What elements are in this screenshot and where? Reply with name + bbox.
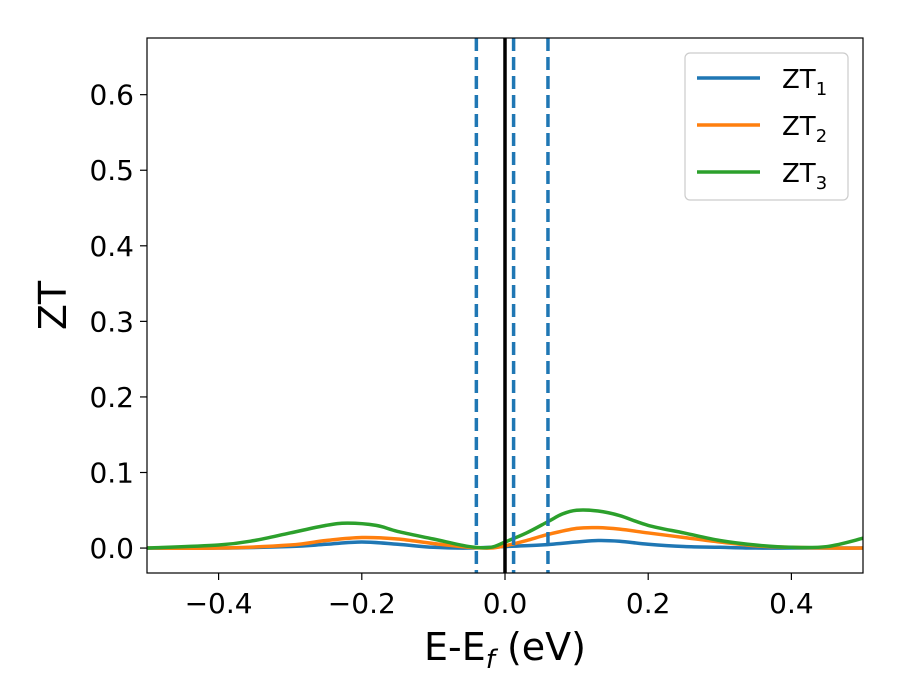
y-tick-label: 0.2 [89,381,134,414]
x-tick-label: −0.4 [185,587,253,620]
legend-label-sub: 3 [816,173,827,194]
x-axis-label-main: E-E [424,625,486,669]
x-tick-label: 0.4 [769,587,814,620]
x-axis: −0.4 −0.2 0.0 0.2 0.4 [185,573,814,620]
legend-box [684,52,849,201]
legend-label-sub: 2 [816,126,827,147]
legend-label-sub: 1 [816,79,827,100]
y-axis-label: ZT [31,280,75,330]
x-tick-label: 0.2 [626,587,671,620]
legend-label-main: ZT [782,65,816,95]
plot-content [147,38,863,573]
series-line-zt3 [147,508,863,550]
y-tick-label: 0.4 [89,230,134,263]
x-axis-label-unit: (eV) [495,625,586,669]
y-tick-label: 0.1 [89,456,134,489]
y-tick-label: 0.5 [89,154,134,187]
legend-label-main: ZT [782,112,816,142]
legend-label-main: ZT [782,159,816,189]
x-axis-label: E-Ef (eV) [424,625,586,675]
legend-label-zt1: ZT1 [782,65,827,100]
y-tick-label: 0.6 [89,79,134,112]
series-line-zt1 [147,538,863,550]
y-tick-label: 0.3 [89,305,134,338]
y-tick-label: 0.0 [89,532,134,565]
y-axis: 0.0 0.1 0.2 0.3 0.4 0.5 0.6 [89,79,147,565]
legend-label-zt2: ZT2 [782,112,827,147]
x-tick-label: −0.2 [328,587,396,620]
x-tick-label: 0.0 [483,587,528,620]
legend-label-zt3: ZT3 [782,159,827,194]
